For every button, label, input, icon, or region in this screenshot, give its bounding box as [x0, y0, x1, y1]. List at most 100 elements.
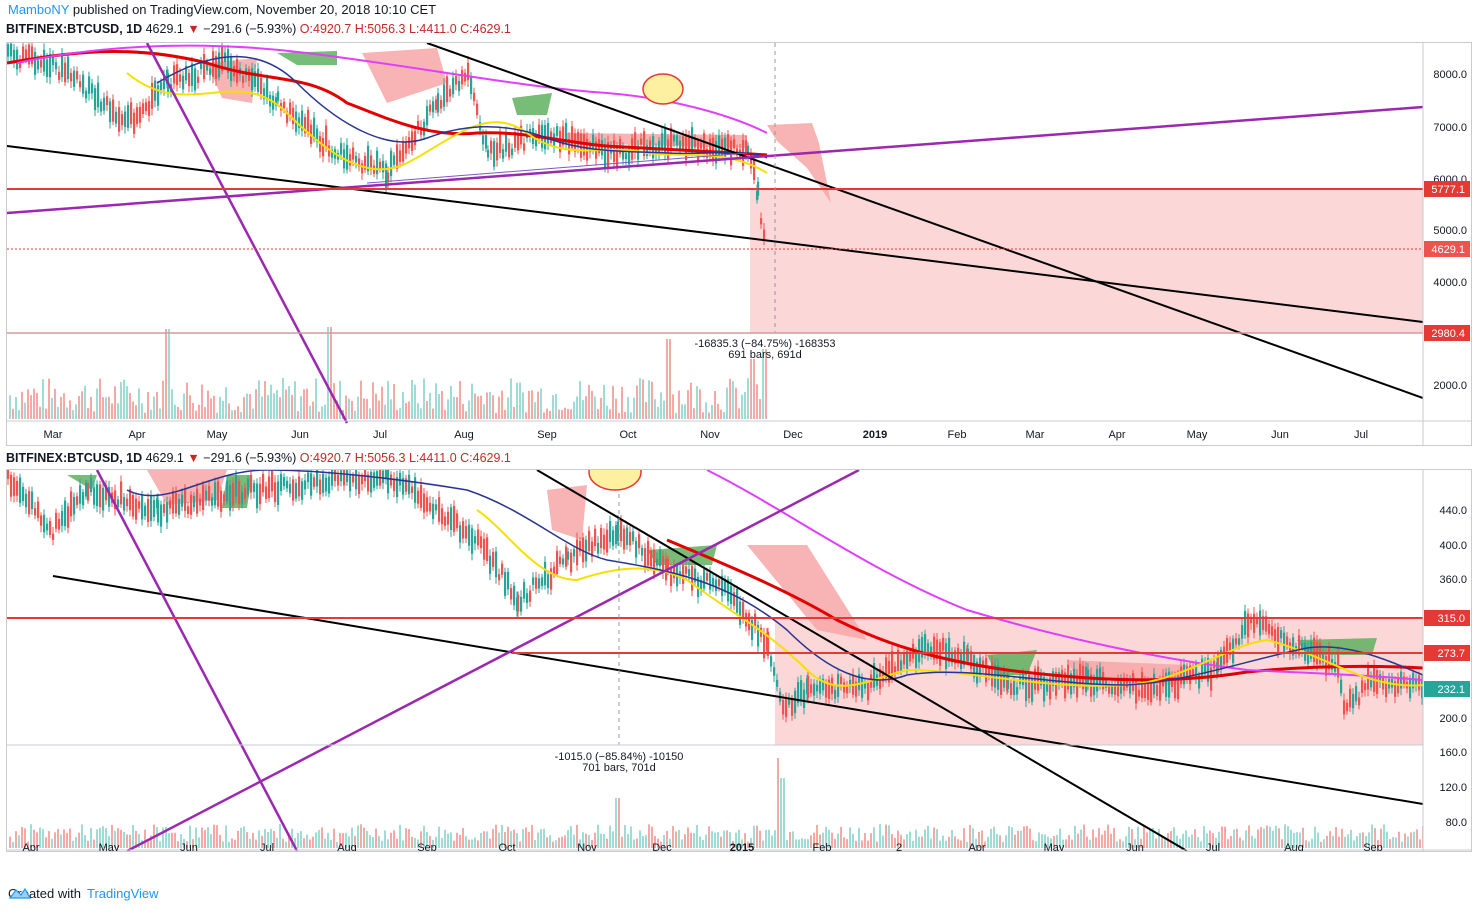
volume-bar — [174, 404, 176, 419]
volume-bar — [870, 833, 872, 848]
volume-bar — [300, 396, 302, 419]
volume-bar — [111, 824, 113, 848]
candle-body — [138, 501, 141, 509]
candle-body — [505, 131, 508, 152]
volume-bar — [642, 379, 644, 419]
volume-bar — [1113, 827, 1115, 848]
volume-bar — [1347, 834, 1349, 848]
volume-bar — [756, 825, 758, 848]
volume-bar — [750, 837, 752, 848]
volume-bar — [756, 384, 758, 419]
volume-bar — [324, 838, 326, 848]
candle-body — [215, 56, 218, 79]
volume-bar — [1083, 824, 1085, 848]
volume-bar — [753, 359, 755, 419]
candle-body — [289, 102, 292, 115]
volume-bar — [492, 829, 494, 848]
candle-body — [483, 538, 486, 560]
candle-body — [1108, 685, 1111, 694]
price-tick-label: 80.0 — [1446, 817, 1467, 829]
trendline-thin — [366, 152, 748, 184]
volume-bar — [276, 837, 278, 848]
publish-header: MamboNY published on TradingView.com, No… — [8, 2, 436, 17]
candle-body — [493, 141, 496, 167]
author-link[interactable]: MamboNY — [8, 2, 70, 17]
volume-bar — [1053, 835, 1055, 848]
volume-bar — [636, 838, 638, 848]
candle-body — [453, 505, 456, 532]
price-label-box — [1424, 681, 1470, 697]
volume-bar — [624, 411, 626, 419]
chart-canvas-top[interactable]: 8000.07000.06000.05000.04000.03000.02000… — [7, 43, 1471, 445]
volume-bar — [114, 386, 116, 419]
volume-bar — [279, 824, 281, 848]
candle-body — [19, 59, 22, 69]
time-tick-label: Aug — [1284, 842, 1304, 851]
candle-body — [641, 547, 644, 556]
volume-bar — [240, 827, 242, 848]
candle-body — [855, 681, 858, 697]
volume-bar — [390, 832, 392, 848]
last-price: 4629.1 — [145, 451, 184, 465]
volume-bar — [372, 837, 374, 848]
volume-bar — [564, 835, 566, 848]
candle-body — [797, 681, 800, 704]
volume-bar — [138, 388, 140, 419]
candle-body — [310, 473, 313, 496]
volume-bar — [192, 839, 194, 848]
candle-body — [90, 477, 93, 493]
volume-bar — [231, 838, 233, 848]
tradingview-logo-icon[interactable] — [8, 886, 32, 900]
candle-body — [1183, 664, 1186, 685]
candle-body — [1328, 646, 1331, 670]
volume-bar — [1320, 841, 1322, 848]
volume-bar — [234, 410, 236, 419]
volume-bar — [1365, 836, 1367, 848]
candle-body — [121, 114, 124, 126]
volume-bar — [495, 824, 497, 848]
time-tick-label: Sep — [417, 842, 437, 851]
chart-panel-top[interactable]: 8000.07000.06000.05000.04000.03000.02000… — [6, 42, 1472, 446]
time-tick-label: Jun — [1271, 429, 1289, 441]
volume-bar — [759, 830, 761, 848]
candle-body — [429, 502, 432, 512]
candle-body — [194, 68, 197, 91]
volume-bar — [375, 828, 377, 848]
candle-body — [262, 473, 265, 493]
volume-bar — [1041, 834, 1043, 848]
candle-body — [1292, 637, 1295, 656]
candle-body — [370, 472, 373, 493]
candle-body — [1120, 680, 1123, 694]
candle-body — [1271, 626, 1274, 636]
chart-canvas-bottom[interactable]: 440.0 400.0 360.0 200.0 160.0 120.0 80.0 Apr Ma… — [7, 470, 1471, 851]
time-tick-label: Apr — [22, 842, 39, 851]
chart-panel-bottom[interactable]: 440.0 400.0 360.0 200.0 160.0 120.0 80.0 Apr Ma… — [6, 469, 1472, 852]
volume-bar — [1173, 827, 1175, 848]
volume-bar — [942, 835, 944, 848]
price-label-box — [1424, 325, 1470, 341]
candle-body — [1070, 673, 1073, 695]
time-tick-label: Oct — [619, 429, 636, 441]
volume-bar — [552, 395, 554, 419]
volume-bar — [219, 396, 221, 419]
volume-bar — [813, 832, 815, 848]
candle-body — [402, 477, 405, 495]
tradingview-link[interactable]: TradingView — [86, 886, 159, 901]
candle-body — [562, 558, 565, 565]
volume-bar — [123, 379, 125, 419]
candle-body — [188, 73, 191, 87]
candle-body — [286, 111, 289, 123]
candle-body — [1153, 673, 1156, 695]
volume-bar — [60, 396, 62, 419]
price-tick-label: 4000.0 — [1433, 277, 1467, 289]
candle-body — [924, 634, 927, 653]
candle-body — [559, 556, 562, 564]
candle-body — [417, 120, 420, 128]
volume-bar — [1335, 827, 1337, 848]
volume-bar — [333, 828, 335, 848]
candle-body — [271, 470, 274, 492]
candle-body — [763, 633, 766, 659]
volume-bar — [1329, 831, 1331, 848]
candle-body — [390, 474, 393, 486]
volume-bar — [708, 826, 710, 848]
